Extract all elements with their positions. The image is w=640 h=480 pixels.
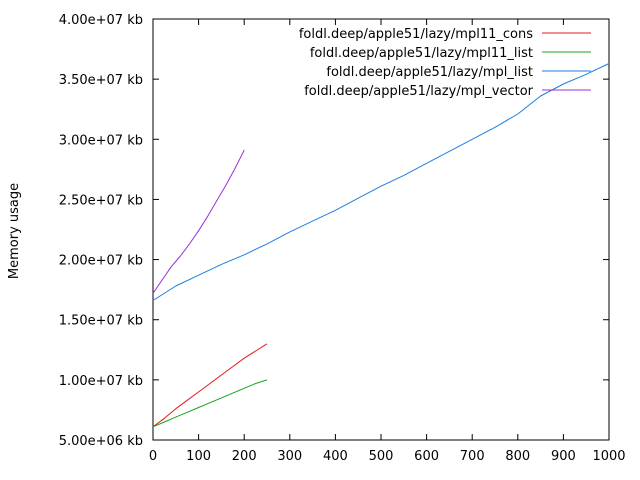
y-axis-title: Memory usage [7, 183, 22, 279]
legend-label-4: foldl.deep/apple51/lazy/mpl_vector [304, 84, 533, 99]
x-tick-label: 400 [323, 449, 348, 464]
series-line-3 [152, 63, 610, 301]
y-tick-label: 2.50e+07 kb [59, 193, 143, 208]
series-layer [152, 63, 610, 428]
y-tick-label: 3.50e+07 kb [59, 73, 143, 88]
y-tick-label: 1.50e+07 kb [59, 314, 143, 329]
plot-frame [152, 18, 610, 441]
x-tick-label: 200 [232, 449, 257, 464]
x-tick-label: 100 [186, 449, 211, 464]
y-tick-label: 1.00e+07 kb [59, 374, 143, 389]
legend-label-3: foldl.deep/apple51/lazy/mpl_list [326, 65, 533, 80]
x-tick-label: 0 [149, 449, 157, 464]
y-tick-label: 5.00e+06 kb [59, 434, 143, 449]
legend: foldl.deep/apple51/lazy/mpl11_cons foldl.… [299, 27, 591, 99]
legend-label-2: foldl.deep/apple51/lazy/mpl11_list [310, 46, 533, 61]
series-line-1 [152, 343, 268, 428]
axis-ticks: 0 100 200 300 400 500 600 700 800 900 1000 5.00e+06… [59, 13, 626, 464]
x-tick-label: 1000 [592, 449, 625, 464]
x-tick-label: 600 [414, 449, 439, 464]
series-line-4 [152, 149, 245, 294]
legend-label-1: foldl.deep/apple51/lazy/mpl11_cons [299, 27, 533, 42]
y-tick-label: 3.00e+07 kb [59, 133, 143, 148]
y-tick-label: 4.00e+07 kb [59, 13, 143, 28]
x-tick-label: 900 [551, 449, 576, 464]
x-tick-label: 300 [277, 449, 302, 464]
series-line-2 [152, 379, 268, 428]
y-tick-label: 2.00e+07 kb [59, 254, 143, 269]
x-tick-label: 800 [505, 449, 530, 464]
x-tick-label: 700 [460, 449, 485, 464]
x-tick-label: 500 [369, 449, 394, 464]
